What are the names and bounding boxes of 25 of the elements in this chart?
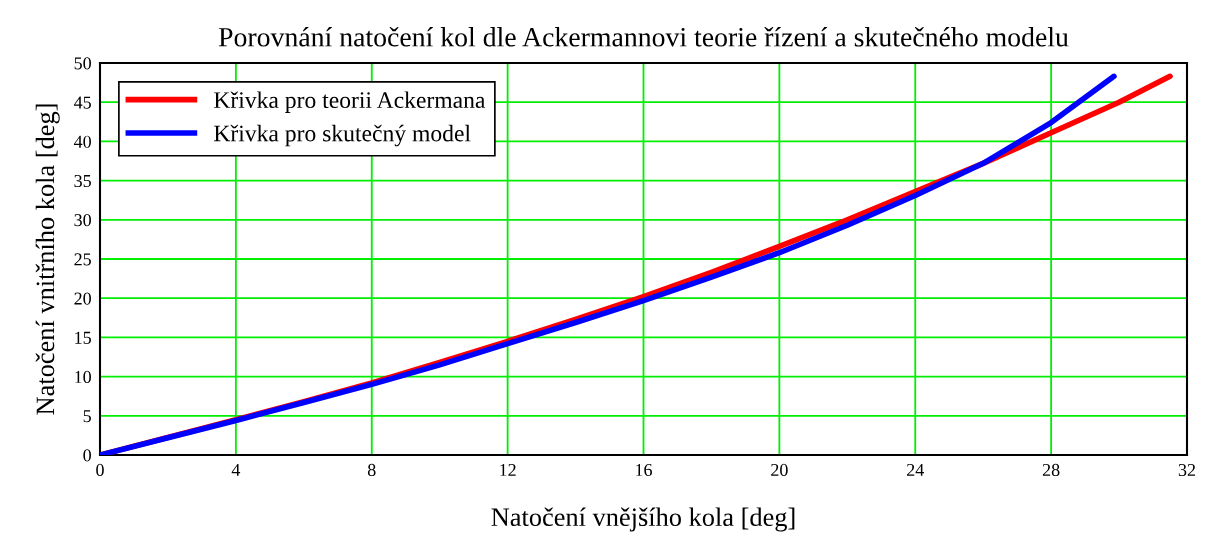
y-tick-label: 30 — [74, 214, 91, 227]
y-tick-label: 0 — [83, 449, 91, 462]
x-tick-label: 4 — [231, 463, 241, 476]
x-tick-label: 16 — [636, 463, 652, 477]
x-tick-label: 28 — [1042, 463, 1060, 477]
chart-title: Porovnání natočení kol dle Ackermannovi teorie řízení a skutečného modelu — [218, 27, 1069, 47]
x-axis-title: Natočení vnějšího kola [deg] — [491, 507, 795, 532]
y-tick-label: 50 — [74, 57, 91, 70]
y-tick-label: 35 — [74, 174, 91, 188]
y-tick-label: 40 — [73, 135, 91, 148]
y-tick-label: 25 — [74, 253, 91, 266]
y-tick-label: 15 — [75, 331, 91, 344]
x-tick-label: 0 — [96, 463, 104, 477]
y-tick-label: 20 — [74, 292, 91, 305]
x-tick-label: 32 — [1178, 463, 1196, 477]
x-tick-label: 8 — [367, 463, 376, 477]
legend-label: Křivka pro teorii Ackermana — [214, 91, 486, 113]
y-tick-label: 5 — [83, 410, 91, 423]
y-tick-label: 45 — [73, 96, 91, 109]
x-tick-label: 20 — [771, 463, 788, 477]
x-tick-label: 24 — [907, 463, 924, 476]
y-tick-label: 10 — [75, 370, 91, 384]
x-tick-label: 12 — [500, 463, 516, 476]
legend-label: Křivka pro skutečný model — [214, 124, 471, 147]
y-axis-title: Natočení vnitřního kola [deg] — [35, 104, 60, 415]
